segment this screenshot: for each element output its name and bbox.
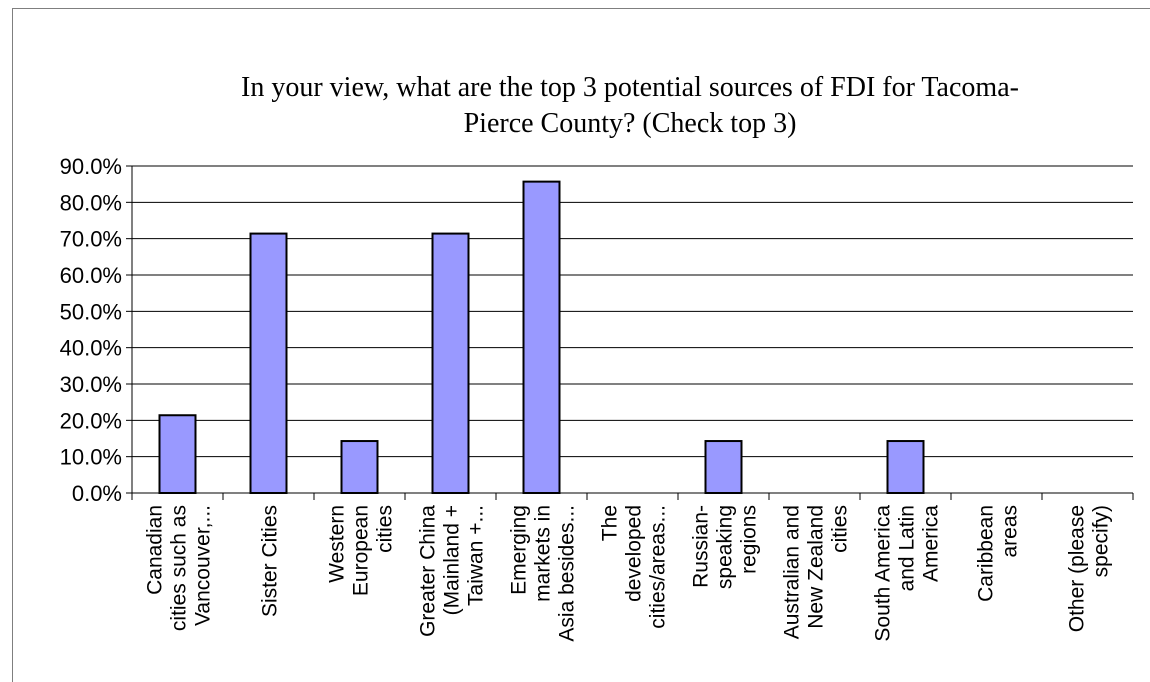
bar-2 — [340, 440, 379, 494]
category-label-0-line-2: Vancouver,... — [192, 505, 215, 626]
category-label-6-line-0: Russian- — [690, 505, 713, 588]
category-label-0-line-1: cities such as — [168, 505, 191, 631]
category-label-7-line-1: New Zealand — [805, 505, 828, 629]
category-label-2: Western European cities — [326, 505, 397, 596]
category-label-10-line-1: specify) — [1090, 505, 1113, 577]
category-label-7-line-0: Australian and — [781, 505, 804, 639]
category-label-4: Emerging markets in Asia besides... — [508, 505, 579, 642]
category-label-8: South America and Latin America — [872, 505, 943, 642]
category-label-7: Australian and New Zealand cities — [781, 505, 852, 639]
category-label-4-line-0: Emerging — [508, 505, 531, 595]
y-tick-label-7: 70.0% — [60, 227, 122, 252]
category-label-6: Russian-speaking regions — [690, 505, 761, 589]
y-tick-label-6: 60.0% — [60, 263, 122, 288]
category-label-1-line-0: Sister Cities — [259, 505, 282, 617]
chart-frame — [12, 8, 1150, 682]
category-label-9: Caribbean areas — [975, 505, 1022, 602]
category-label-0-line-0: Canadian — [144, 505, 167, 595]
y-tick-label-9: 90.0% — [60, 154, 122, 179]
y-tick-label-1: 10.0% — [60, 445, 122, 470]
category-label-5-line-2: cities/areas... — [647, 505, 670, 629]
category-label-5-line-1: developed — [623, 505, 646, 602]
bar-1 — [249, 232, 288, 495]
category-label-8-line-1: and Latin — [896, 505, 919, 591]
category-label-9-line-0: Caribbean — [975, 505, 998, 602]
bar-8 — [886, 440, 925, 494]
category-label-3: Greater China (Mainland + Taiwan +... — [417, 505, 488, 637]
chart-title-line-2: Pierce County? (Check top 3) — [463, 108, 797, 139]
category-label-2-line-0: Western — [326, 505, 349, 583]
category-label-6-line-2: regions — [738, 505, 761, 574]
category-label-2-line-1: European — [350, 505, 373, 596]
category-label-4-line-2: Asia besides... — [556, 505, 579, 642]
category-label-6-line-1: speaking — [714, 505, 737, 589]
category-label-5-line-0: The — [599, 505, 622, 541]
category-label-2-line-2: cities — [374, 505, 397, 553]
y-tick-label-3: 30.0% — [60, 372, 122, 397]
chart-title: In your view, what are the top 3 potenti… — [130, 70, 1130, 142]
category-label-5: The developed cities/areas... — [599, 505, 670, 629]
category-label-7-line-2: cities — [829, 505, 852, 553]
category-label-10-line-0: Other (please — [1066, 505, 1089, 632]
category-label-9-line-1: areas — [999, 505, 1022, 558]
bar-0 — [158, 414, 197, 495]
y-tick-label-5: 50.0% — [60, 299, 122, 324]
chart-title-line-1: In your view, what are the top 3 potenti… — [241, 72, 1019, 103]
y-tick-label-2: 20.0% — [60, 408, 122, 433]
category-label-8-line-0: South America — [872, 505, 895, 642]
y-tick-label-0: 0.0% — [72, 481, 122, 506]
y-tick-label-8: 80.0% — [60, 190, 122, 215]
category-label-0: Canadian cities such as Vancouver,... — [144, 505, 215, 631]
category-label-1: Sister Cities — [259, 505, 282, 617]
category-label-3-line-1: (Mainland + — [441, 505, 464, 615]
category-label-3-line-0: Greater China — [417, 505, 440, 637]
category-label-8-line-2: America — [920, 505, 943, 582]
category-label-10: Other (please specify) — [1066, 505, 1113, 632]
bar-6 — [704, 440, 743, 494]
bar-4 — [522, 180, 561, 495]
category-label-4-line-1: markets in — [532, 505, 555, 602]
bar-3 — [431, 232, 470, 495]
y-tick-label-4: 40.0% — [60, 336, 122, 361]
category-label-3-line-2: Taiwan +... — [465, 505, 488, 606]
